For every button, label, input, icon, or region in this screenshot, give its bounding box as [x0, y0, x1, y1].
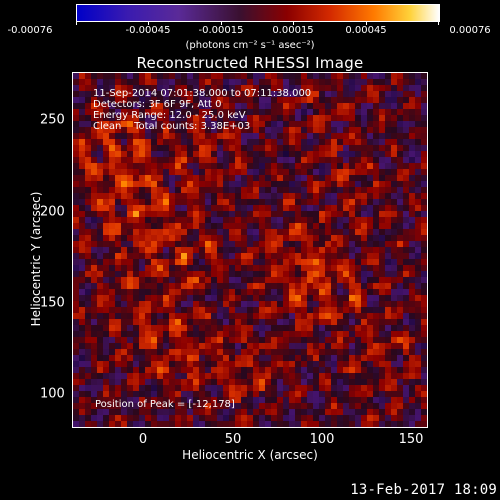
info-detectors: Detectors: 3F 6F 9F, Att 0 — [93, 99, 222, 110]
colorbar-tick-label: 0.00015 — [272, 25, 314, 36]
y-tick-label: 250 — [40, 112, 65, 128]
info-energy-range: Energy Range: 12.0 - 25.0 keV — [93, 110, 246, 121]
colorbar-tick-mark — [293, 21, 294, 25]
colorbar-units: (photons cm⁻² s⁻¹ asec⁻²) — [185, 40, 315, 51]
colorbar-tick-mark — [221, 21, 222, 25]
x-axis-label: Heliocentric X (arcsec) — [182, 448, 318, 462]
colorbar-tick-mark — [438, 21, 439, 25]
colorbar-tick-label: 0.00076 — [449, 25, 491, 36]
info-counts: Clean Total counts: 3.38E+03 — [93, 121, 251, 132]
info-time-range: 11-Sep-2014 07:01:38.000 to 07:11:38.000 — [93, 88, 312, 99]
colorbar-tick-mark — [76, 21, 77, 25]
colorbar-tick-label: -0.00045 — [125, 25, 171, 36]
x-tick-label: 150 — [398, 432, 424, 447]
colorbar-tick-label: 0.00045 — [345, 25, 387, 36]
colorbar-tick-label: -0.00076 — [7, 25, 53, 36]
colorbar-tick-mark — [148, 21, 149, 25]
rhessi-image — [73, 73, 427, 427]
image-title: Reconstructed RHESSI Image — [136, 54, 364, 72]
image-panel: 11-Sep-2014 07:01:38.000 to 07:11:38.000… — [72, 72, 428, 428]
colorbar — [76, 4, 440, 22]
y-tick-label: 200 — [40, 204, 65, 220]
y-axis-label: Heliocentric Y (arcsec) — [29, 191, 43, 327]
peak-position: Position of Peak = [-12,178] — [95, 399, 235, 410]
y-tick-label: 150 — [40, 295, 65, 311]
x-tick-label: 50 — [224, 432, 242, 447]
colorbar-tick-mark — [366, 21, 367, 25]
timestamp: 13-Feb-2017 18:09 — [350, 482, 497, 498]
colorbar-tick-label: -0.00015 — [198, 25, 244, 36]
y-tick-label: 100 — [40, 386, 65, 402]
x-tick-label: 100 — [309, 432, 335, 447]
x-tick-label: 0 — [138, 432, 148, 447]
